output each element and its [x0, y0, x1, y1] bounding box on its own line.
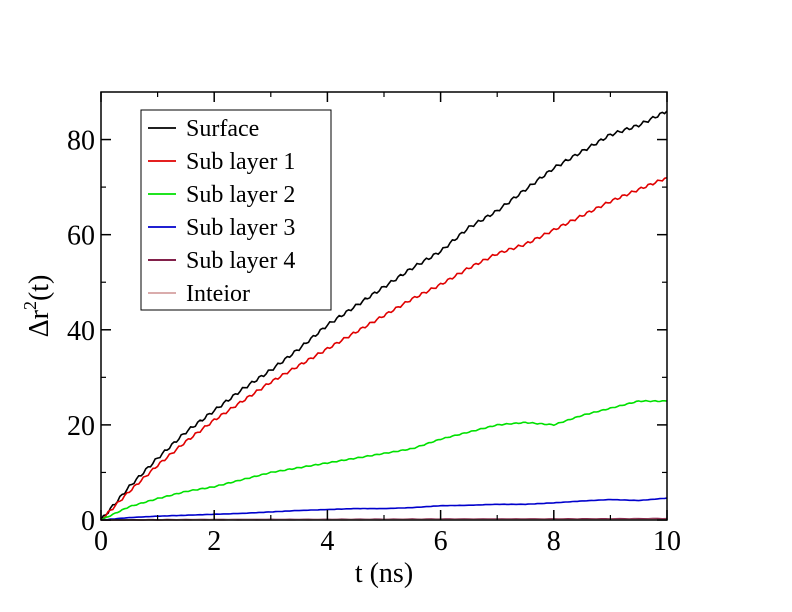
x-tick-label: 4 — [320, 526, 334, 557]
legend-label: Inteior — [186, 281, 250, 307]
legend-box — [140, 109, 332, 311]
series-line-sub-layer-1 — [100, 176, 668, 521]
legend-label: Surface — [186, 116, 259, 142]
x-axis-title: t (ns) — [355, 558, 413, 589]
y-tick-label: 80 — [67, 126, 95, 157]
y-tick-label: 60 — [67, 221, 95, 252]
x-tick-label: 0 — [94, 526, 108, 557]
y-axis-title-superscript: 2 — [20, 301, 40, 310]
series-line-surface — [100, 110, 668, 521]
y-axis-title-delta: Δr — [24, 309, 55, 337]
x-tick-label: 2 — [207, 526, 221, 557]
y-tick-label: 20 — [67, 411, 95, 442]
ticks-layer: 0 2 4 6 8 10 0 20 40 60 80 — [67, 92, 681, 557]
series-line-sub-layer-2 — [100, 399, 668, 521]
y-axis-title-suffix: (t) — [24, 275, 55, 301]
x-tick-label: 6 — [434, 526, 448, 557]
legend-label: Sub layer 3 — [186, 215, 295, 241]
legend-label: Sub layer 2 — [186, 182, 295, 208]
legend: Surface Sub layer 1 Sub layer 2 Sub layer 3… — [140, 109, 332, 311]
legend-label: Sub layer 1 — [186, 149, 295, 175]
series-line-sub-layer-3 — [100, 497, 668, 521]
x-tick-label: 8 — [547, 526, 561, 557]
y-axis-title: Δr2(t) — [20, 275, 55, 338]
x-tick-label: 10 — [653, 526, 681, 557]
legend-label: Sub layer 4 — [186, 248, 295, 274]
y-tick-label: 40 — [67, 316, 95, 347]
y-tick-label: 0 — [81, 506, 95, 537]
